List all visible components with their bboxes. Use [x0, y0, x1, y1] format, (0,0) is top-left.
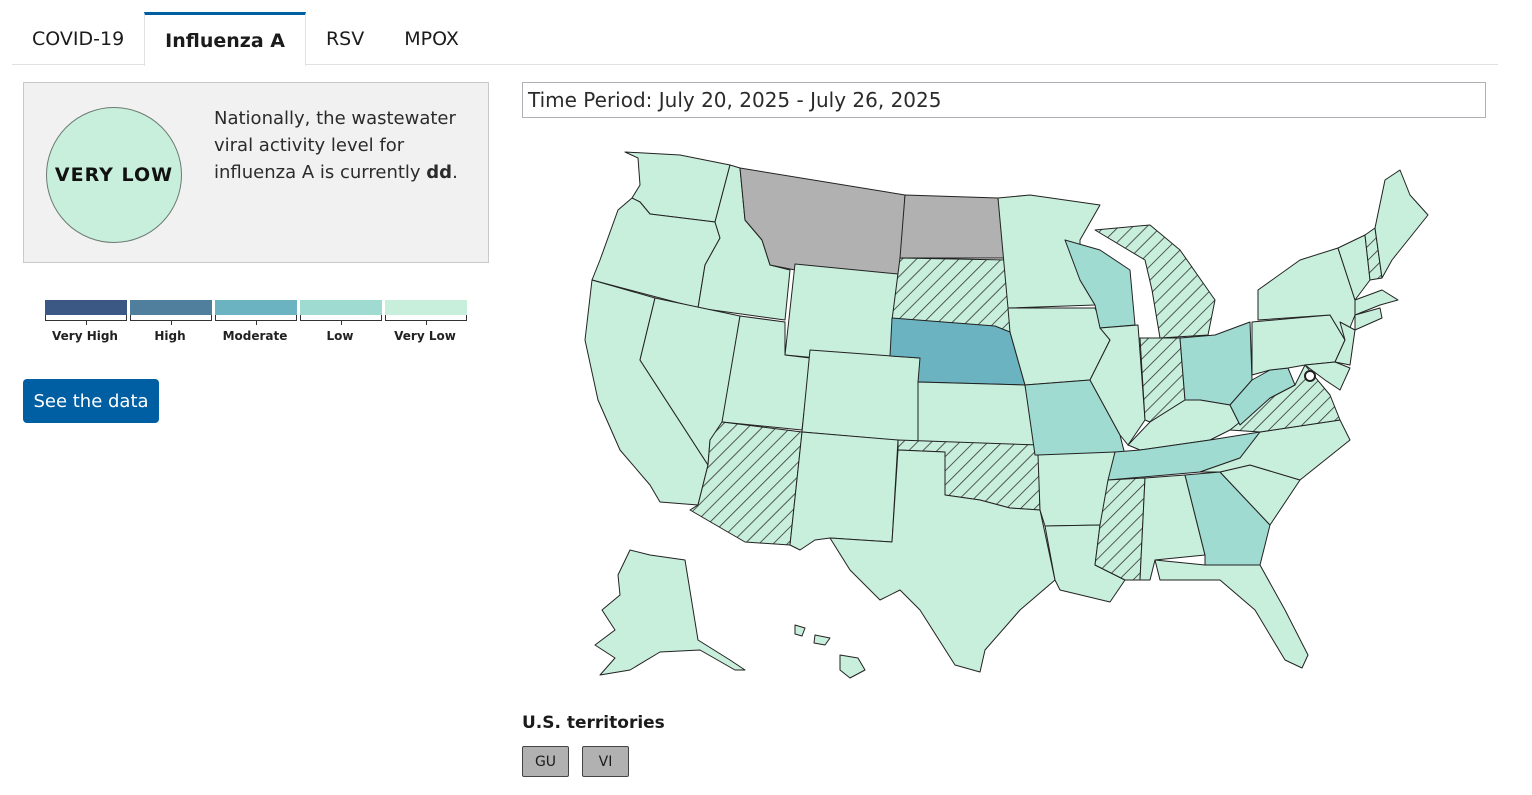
us-wastewater-map — [540, 140, 1440, 690]
state-wyoming[interactable] — [784, 263, 899, 366]
legend-brace — [385, 315, 467, 325]
state-connecticut-ri[interactable] — [1354, 307, 1383, 331]
state-texas[interactable] — [829, 449, 1056, 673]
legend-swatch — [385, 300, 467, 315]
territory-gu-button[interactable]: GU — [522, 746, 569, 777]
state-massachusetts[interactable] — [1354, 289, 1399, 316]
dc-marker[interactable] — [1304, 370, 1316, 382]
legend-label: Low — [326, 329, 354, 343]
summary-text-before: Nationally, the wastewater viral activit… — [214, 108, 456, 183]
territories-title: U.S. territories — [522, 713, 665, 733]
territory-vi-button[interactable]: VI — [582, 746, 629, 777]
activity-level-legend: Very High High Moderate Low Very Low — [43, 300, 473, 350]
state-north-dakota[interactable] — [899, 194, 1009, 259]
state-colorado[interactable] — [801, 349, 921, 443]
national-summary-text: Nationally, the wastewater viral activit… — [214, 105, 474, 186]
legend-swatch — [300, 300, 382, 315]
state-michigan[interactable] — [1094, 224, 1216, 339]
see-the-data-button[interactable]: See the data — [23, 379, 159, 423]
pathogen-tabs: COVID-19 Influenza A RSV MPOX — [12, 12, 1498, 66]
state-maryland-delaware[interactable] — [1304, 361, 1351, 391]
state-new-jersey[interactable] — [1334, 321, 1356, 366]
national-summary-card: VERY LOW Nationally, the wastewater vira… — [23, 82, 489, 263]
state-maine[interactable] — [1374, 169, 1429, 279]
state-new-mexico[interactable] — [789, 431, 899, 551]
legend-item-high: High — [128, 300, 212, 350]
state-florida[interactable] — [1154, 559, 1309, 669]
legend-brace — [300, 315, 382, 325]
tab-influenza-a[interactable]: Influenza A — [144, 12, 306, 66]
legend-item-low: Low — [298, 300, 382, 350]
legend-brace — [45, 315, 127, 325]
state-west-virginia[interactable] — [1229, 367, 1296, 426]
legend-item-moderate: Moderate — [213, 300, 297, 350]
state-alaska[interactable] — [594, 549, 746, 676]
summary-level-value: dd — [426, 162, 453, 183]
state-hawaii[interactable] — [794, 624, 866, 679]
legend-brace — [215, 315, 297, 325]
tab-covid-19[interactable]: COVID-19 — [32, 27, 125, 50]
legend-swatch — [45, 300, 127, 315]
legend-brace — [130, 315, 212, 325]
legend-label: High — [154, 329, 186, 343]
time-period-label: Time Period: July 20, 2025 - July 26, 20… — [522, 82, 1486, 118]
legend-label: Very High — [52, 329, 118, 343]
legend-swatch — [130, 300, 212, 315]
legend-label: Very Low — [394, 329, 456, 343]
legend-label: Moderate — [222, 329, 288, 343]
summary-text-after: . — [452, 162, 458, 183]
state-illinois[interactable] — [1089, 324, 1146, 446]
national-level-badge: VERY LOW — [46, 107, 182, 243]
tab-mpox[interactable]: MPOX — [404, 27, 459, 50]
state-kansas[interactable] — [917, 381, 1036, 446]
tab-rsv[interactable]: RSV — [325, 27, 365, 50]
legend-item-very-low: Very Low — [383, 300, 467, 350]
legend-item-very-high: Very High — [43, 300, 127, 350]
legend-swatch — [215, 300, 297, 315]
